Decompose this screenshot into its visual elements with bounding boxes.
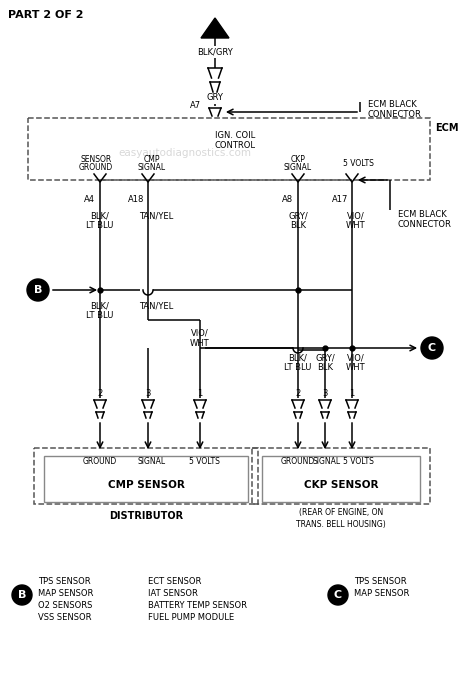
Text: C: C (428, 343, 436, 353)
Text: A7: A7 (190, 101, 201, 110)
Text: 5 VOLTS: 5 VOLTS (189, 457, 219, 466)
Text: CMP: CMP (144, 155, 160, 164)
Text: BLK/GRY: BLK/GRY (197, 48, 233, 57)
Text: IAT SENSOR: IAT SENSOR (148, 589, 198, 598)
Text: O2 SENSORS: O2 SENSORS (38, 601, 92, 610)
Text: PART 2 OF 2: PART 2 OF 2 (8, 10, 83, 20)
Text: GRY/: GRY/ (315, 353, 335, 362)
Circle shape (27, 279, 49, 301)
Text: ECM: ECM (435, 123, 458, 133)
Text: A17: A17 (332, 195, 348, 204)
Text: BLK/: BLK/ (91, 212, 109, 221)
Text: 2: 2 (295, 389, 301, 399)
Text: 5 VOLTS: 5 VOLTS (343, 159, 374, 168)
Text: ECM BLACK: ECM BLACK (368, 100, 417, 109)
Text: 2: 2 (97, 389, 103, 399)
Text: TRANS. BELL HOUSING): TRANS. BELL HOUSING) (296, 520, 386, 529)
Text: 1: 1 (197, 389, 202, 399)
Text: BLK: BLK (290, 221, 306, 230)
Circle shape (12, 585, 32, 605)
Text: BLK/: BLK/ (91, 302, 109, 310)
Text: CKP: CKP (291, 155, 305, 164)
Text: easyautodiagnostics.com: easyautodiagnostics.com (118, 148, 252, 158)
Text: TPS SENSOR: TPS SENSOR (354, 577, 407, 586)
Text: GROUND: GROUND (281, 457, 315, 466)
Text: 3: 3 (322, 389, 328, 399)
Bar (262, 456, 420, 502)
Text: A8: A8 (282, 195, 293, 204)
Text: VIO/: VIO/ (347, 353, 365, 362)
Text: TPS SENSOR: TPS SENSOR (38, 577, 91, 586)
Text: WHT: WHT (346, 221, 366, 230)
Circle shape (421, 337, 443, 359)
Text: BLK: BLK (317, 364, 333, 373)
Text: SIGNAL: SIGNAL (284, 164, 312, 172)
Text: ECT SENSOR: ECT SENSOR (148, 577, 201, 586)
Bar (44, 456, 248, 502)
Circle shape (328, 585, 348, 605)
Bar (252, 448, 430, 504)
Text: VIO/: VIO/ (191, 328, 209, 337)
Text: CONTROL: CONTROL (215, 141, 255, 150)
Text: B: B (18, 590, 26, 600)
Polygon shape (201, 18, 229, 38)
Bar (28, 118, 430, 180)
Text: 3: 3 (146, 389, 151, 399)
Text: DISTRIBUTOR: DISTRIBUTOR (109, 511, 183, 521)
Text: MAP SENSOR: MAP SENSOR (38, 589, 93, 598)
Text: GRY: GRY (207, 94, 223, 103)
Text: A: A (211, 23, 219, 33)
Text: CONNECTOR: CONNECTOR (398, 220, 452, 229)
Text: GROUND: GROUND (83, 457, 117, 466)
Text: CMP SENSOR: CMP SENSOR (108, 480, 184, 490)
Text: (REAR OF ENGINE, ON: (REAR OF ENGINE, ON (299, 508, 383, 517)
Text: SIGNAL: SIGNAL (313, 457, 341, 466)
Text: BLK/: BLK/ (289, 353, 308, 362)
Text: GROUND: GROUND (79, 164, 113, 172)
Text: MAP SENSOR: MAP SENSOR (354, 589, 410, 598)
Text: FUEL PUMP MODULE: FUEL PUMP MODULE (148, 613, 234, 622)
Text: IGN. COIL: IGN. COIL (215, 132, 255, 141)
Text: TAN/YEL: TAN/YEL (139, 302, 173, 310)
Text: SENSOR: SENSOR (81, 155, 111, 164)
Bar (34, 448, 258, 504)
Text: WHT: WHT (346, 364, 366, 373)
Text: CKP SENSOR: CKP SENSOR (304, 480, 378, 490)
Text: BATTERY TEMP SENSOR: BATTERY TEMP SENSOR (148, 601, 247, 610)
Text: ECM BLACK: ECM BLACK (398, 210, 447, 219)
Text: WHT: WHT (190, 339, 210, 348)
Text: GRY/: GRY/ (288, 212, 308, 221)
Text: LT BLU: LT BLU (284, 364, 312, 373)
Text: SIGNAL: SIGNAL (138, 164, 166, 172)
Text: CONNECTOR: CONNECTOR (368, 110, 422, 119)
Text: SIGNAL: SIGNAL (138, 457, 166, 466)
Text: VIO/: VIO/ (347, 212, 365, 221)
Text: B: B (34, 285, 42, 295)
Text: C: C (334, 590, 342, 600)
Text: A18: A18 (128, 195, 144, 204)
Text: 5 VOLTS: 5 VOLTS (343, 457, 374, 466)
Text: LT BLU: LT BLU (86, 311, 114, 320)
Text: LT BLU: LT BLU (86, 221, 114, 230)
Text: 1: 1 (349, 389, 355, 399)
Text: VSS SENSOR: VSS SENSOR (38, 613, 91, 622)
Text: TAN/YEL: TAN/YEL (139, 212, 173, 221)
Text: A4: A4 (84, 195, 95, 204)
